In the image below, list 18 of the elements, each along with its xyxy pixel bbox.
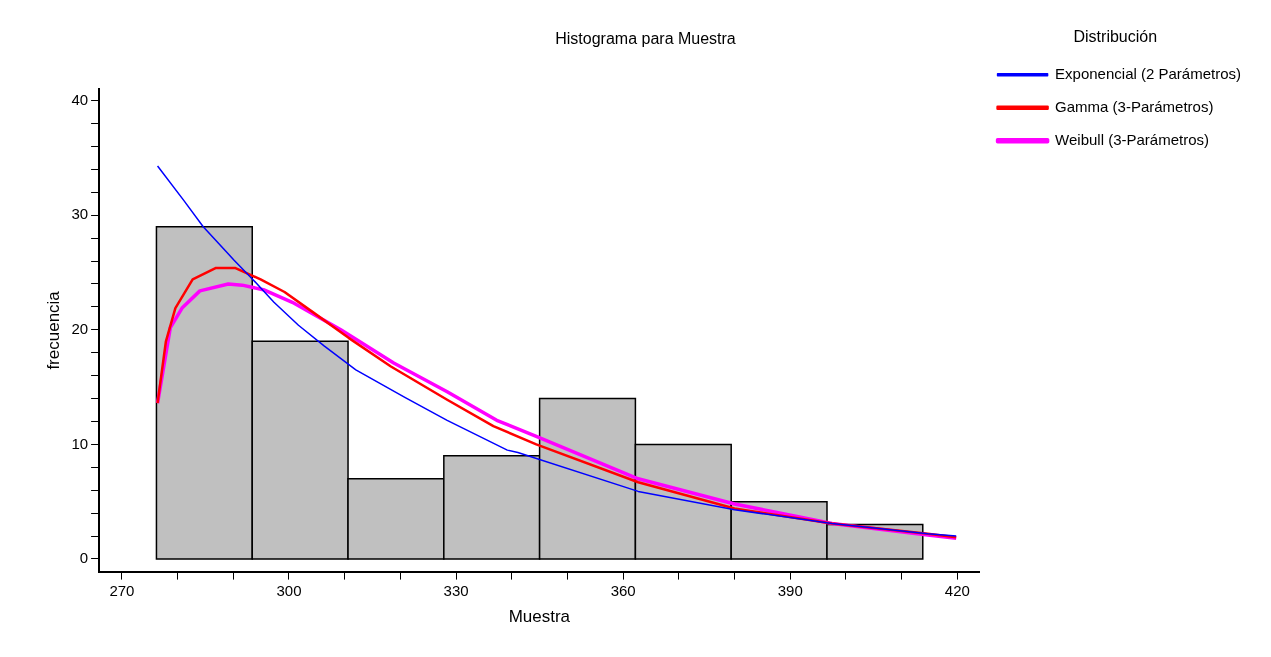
y-tick-label: 0 [79,549,89,567]
y-tick-label: 40 [71,90,89,108]
chart-title: Histograma para Muestra [555,30,736,48]
x-tick-label: 270 [109,581,135,599]
y-axis-title: frecuencia [43,290,63,370]
legend-title: Distribución [1073,28,1158,46]
x-tick-label: 390 [777,581,803,599]
x-tick-label: 330 [443,581,469,599]
y-tick-label: 20 [71,319,89,337]
legend-label: Gamma (3-Parámetros) [1055,97,1214,115]
x-tick-label: 420 [944,581,970,599]
legend-label: Weibull (3-Parámetros) [1055,130,1210,148]
y-tick-label: 30 [71,205,89,223]
y-tick-label: 10 [71,434,89,452]
legend-label: Exponencial (2 Parámetros) [1055,64,1241,82]
x-tick-label: 360 [610,581,636,599]
x-axis-title: Muestra [508,607,571,627]
x-tick-label: 300 [276,581,302,599]
